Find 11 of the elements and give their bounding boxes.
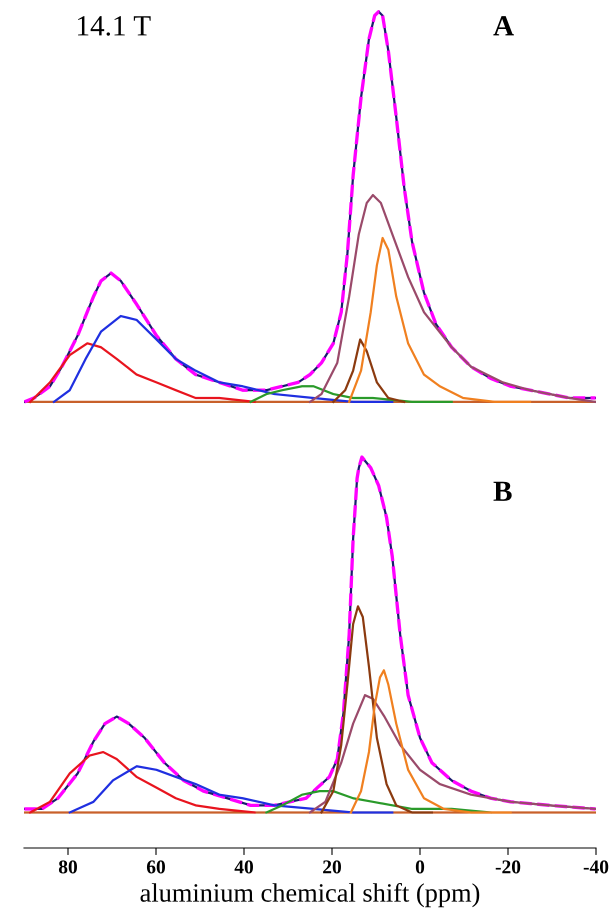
x-tick-label: -40	[584, 860, 608, 874]
x-tick-label: 60	[146, 860, 165, 874]
x-axis-title: aluminium chemical shift (ppm)	[140, 882, 480, 908]
annotation: A	[493, 16, 514, 36]
x-tick-label: 80	[58, 860, 77, 874]
annotation: B	[494, 482, 512, 501]
x-tick-label: 0	[416, 860, 424, 874]
x-tick-label: 40	[234, 860, 253, 874]
x-tick-label: 20	[323, 860, 341, 874]
annotation: 14.1 T	[78, 16, 151, 36]
x-tick-label: -20	[496, 860, 520, 874]
